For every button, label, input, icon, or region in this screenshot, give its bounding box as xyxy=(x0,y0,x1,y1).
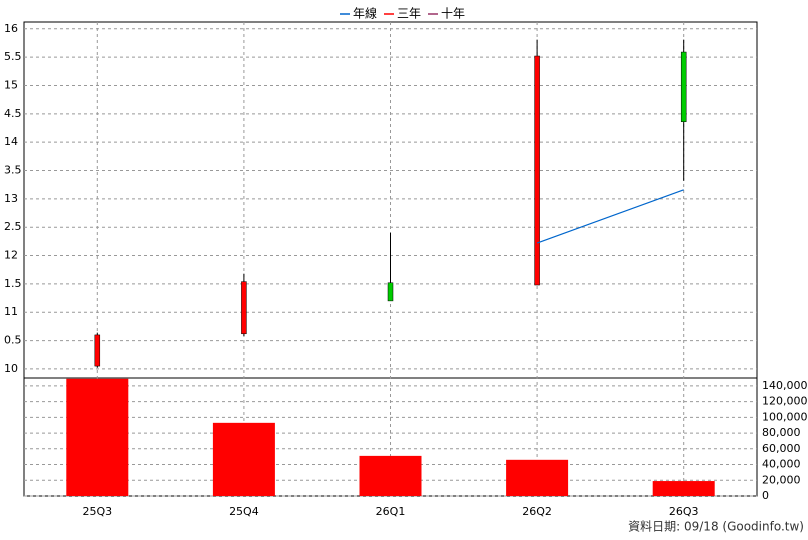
y-tick-label: 10 xyxy=(4,362,18,375)
y-tick-label: 11 xyxy=(4,305,18,318)
legend-label: 十年 xyxy=(441,7,465,21)
y2-tick-label: 140,000 xyxy=(762,379,808,392)
candle-body xyxy=(387,282,394,302)
volume-bar xyxy=(66,378,129,496)
y-tick-label: 12 xyxy=(4,249,18,262)
y-tick-label: 4.5 xyxy=(4,107,22,120)
candle-body xyxy=(680,51,687,123)
y2-tick-label: 20,000 xyxy=(762,473,801,486)
y-tick-label: 0.5 xyxy=(4,334,22,347)
footnote: 資料日期: 09/18 (Goodinfo.tw) xyxy=(628,520,804,534)
x-tick-label: 26Q3 xyxy=(669,505,699,518)
y2-tick-label: 100,000 xyxy=(762,410,808,423)
volume-bar xyxy=(212,422,275,496)
x-tick-label: 25Q3 xyxy=(82,505,112,518)
volume-bar xyxy=(506,459,569,496)
y2-tick-label: 120,000 xyxy=(762,395,808,408)
volume-bar xyxy=(652,481,715,496)
y-tick-label: 2.5 xyxy=(4,220,22,233)
y-tick-label: 15 xyxy=(4,78,18,91)
x-tick-label: 26Q2 xyxy=(522,505,552,518)
candle-body xyxy=(534,55,540,286)
y-tick-label: 3.5 xyxy=(4,164,22,177)
y2-tick-label: 0 xyxy=(762,489,769,502)
y-tick-label: 16 xyxy=(4,22,18,35)
x-tick-label: 26Q1 xyxy=(376,505,406,518)
y-tick-label: 13 xyxy=(4,192,18,205)
candle-body xyxy=(241,281,247,335)
legend-label: 三年 xyxy=(397,7,421,21)
y2-tick-label: 60,000 xyxy=(762,442,801,455)
legend-label: 年線 xyxy=(353,6,377,21)
series-line xyxy=(536,189,684,244)
y-tick-label: 5.5 xyxy=(4,50,22,63)
volume-bar xyxy=(359,455,422,496)
y2-tick-label: 80,000 xyxy=(762,426,801,439)
y-tick-label: 1.5 xyxy=(4,277,22,290)
candle-body xyxy=(94,334,101,367)
x-tick-label: 25Q4 xyxy=(229,505,259,518)
y-tick-label: 14 xyxy=(4,135,18,148)
y2-tick-label: 40,000 xyxy=(762,458,801,471)
